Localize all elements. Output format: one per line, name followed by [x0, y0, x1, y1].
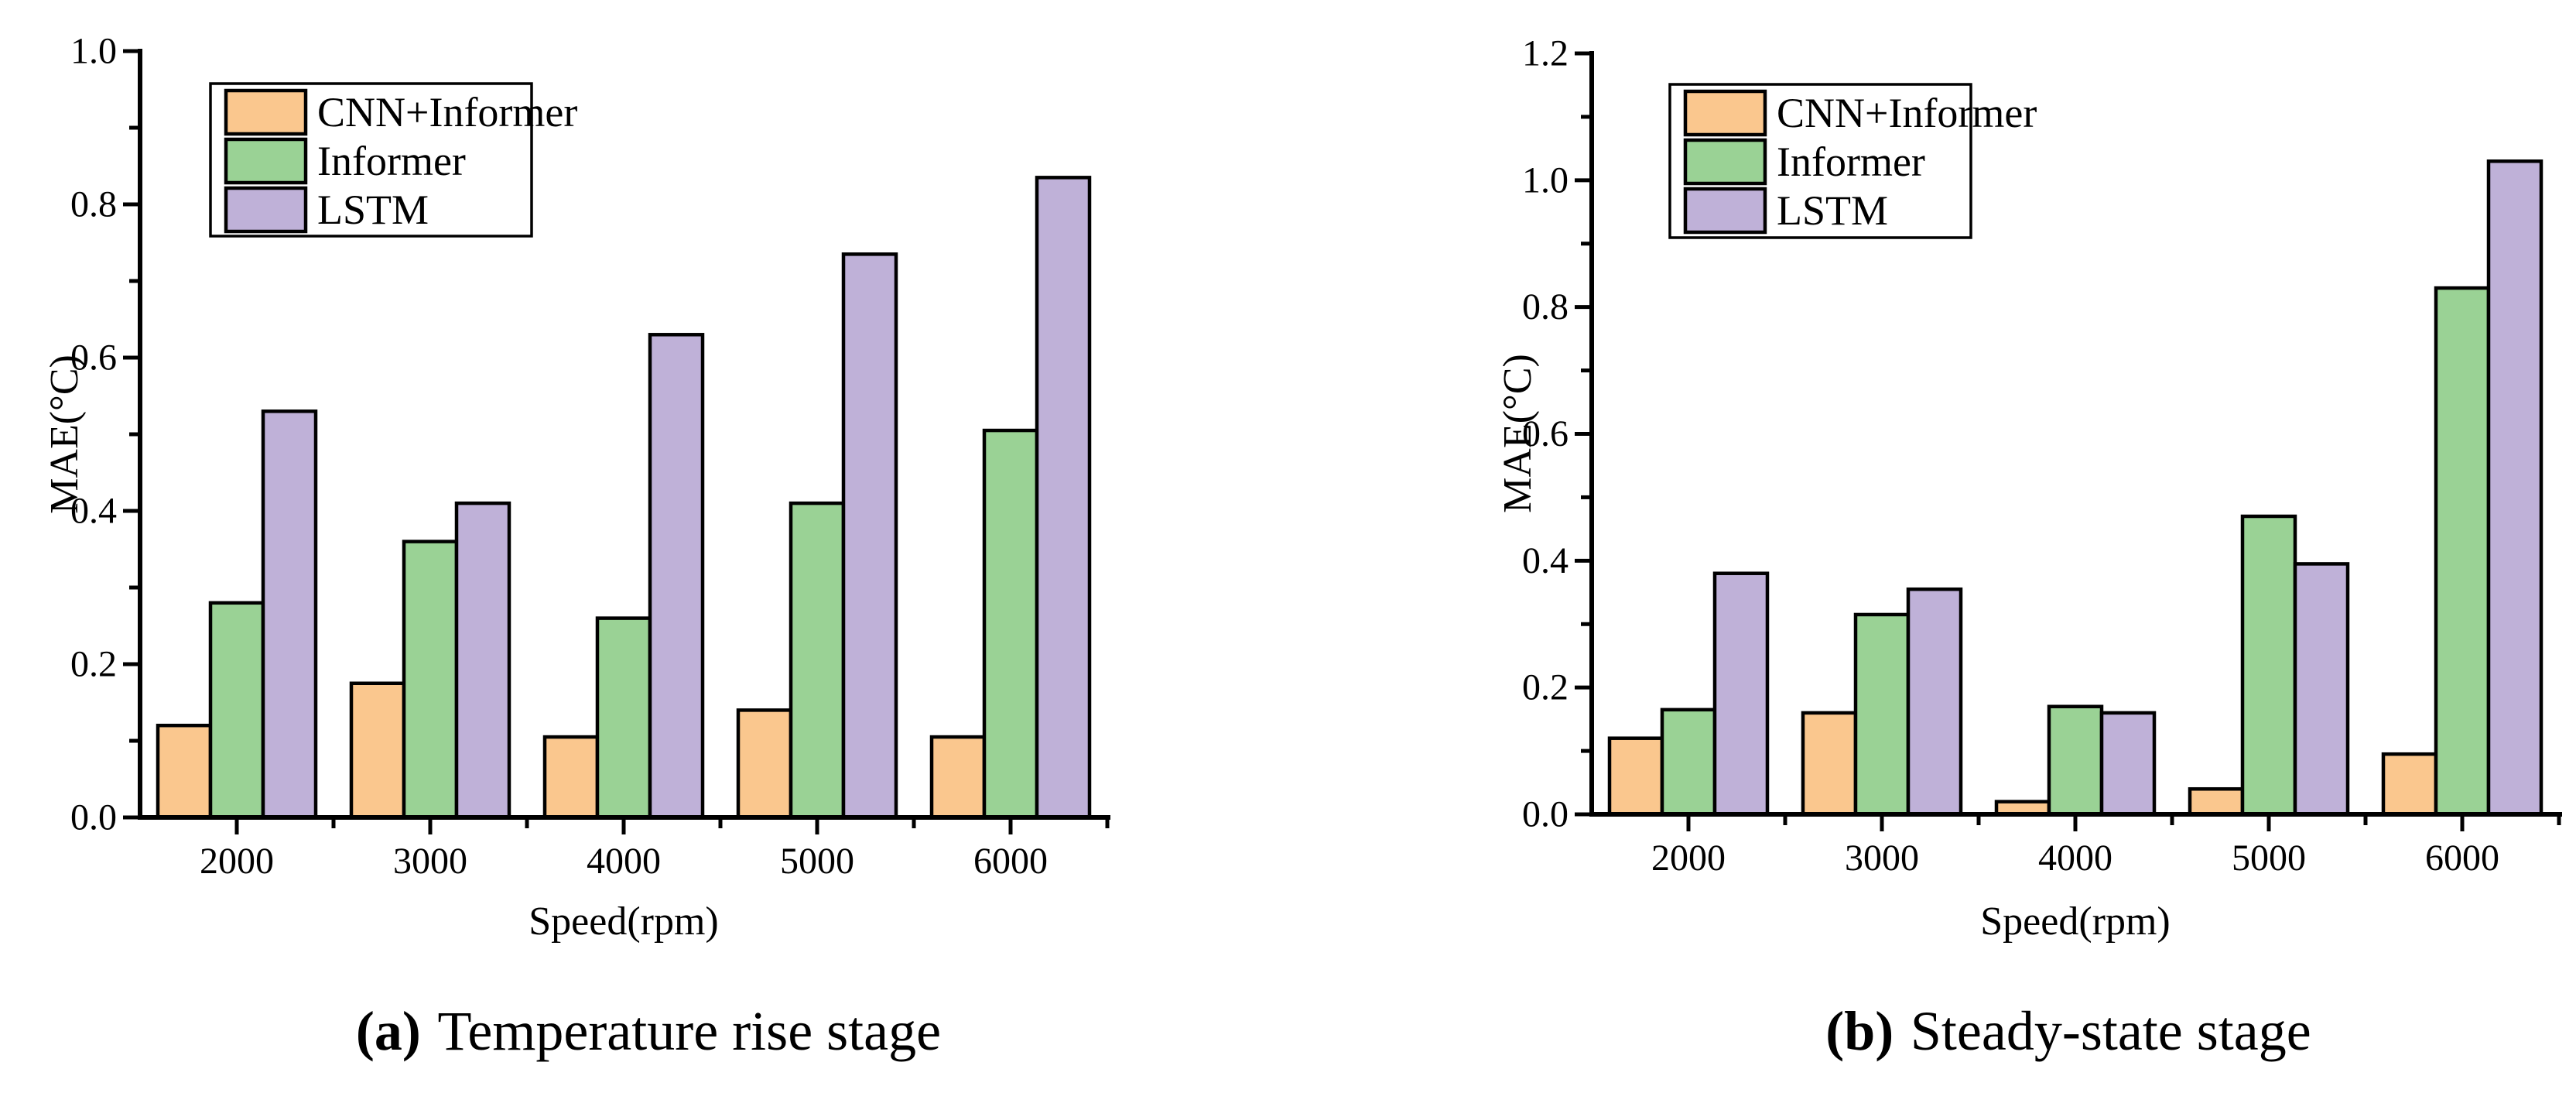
bar-a-cnn-informer-5000: [736, 708, 793, 820]
bar-b-informer-6000: [2434, 286, 2491, 817]
bar-a-informer-5000: [789, 501, 846, 820]
caption-a-panel-label: (a): [355, 1000, 421, 1062]
x-tick-label-b: 5000: [2232, 838, 2306, 879]
y-tick-label-a: 0.6: [70, 337, 117, 379]
caption-a-title: Temperature rise stage: [437, 1000, 942, 1062]
bar-b-cnn-informer-6000: [2381, 752, 2438, 817]
legend-swatch-a-cnn-informer: [224, 88, 308, 136]
bar-a-informer-6000: [982, 428, 1039, 820]
caption-panel-a: (a) Temperature rise stage: [356, 1003, 941, 1059]
caption-panel-b: (b) Steady-state stage: [1825, 1003, 2311, 1059]
x-tick-label-b: 6000: [2425, 838, 2499, 879]
legend-label-b-lstm: LSTM: [1777, 187, 1888, 234]
caption-b-title: Steady-state stage: [1910, 1000, 2311, 1062]
y-tick-label-a: 1.0: [70, 31, 117, 72]
caption-b-panel-label: (b): [1825, 1000, 1894, 1062]
legend-swatch-b-informer: [1683, 138, 1767, 186]
x-tick-label-b: 4000: [2038, 838, 2112, 879]
bar-a-lstm-5000: [841, 252, 898, 820]
legend-label-a-cnn-informer: CNN+Informer: [317, 89, 577, 135]
bar-b-informer-4000: [2047, 704, 2104, 817]
bar-a-cnn-informer-3000: [349, 681, 406, 820]
bar-a-lstm-2000: [261, 409, 318, 820]
y-tick-label-b: 0.6: [1522, 413, 1569, 454]
bar-b-informer-3000: [1853, 612, 1911, 817]
bar-a-lstm-6000: [1035, 176, 1092, 820]
bar-a-lstm-3000: [454, 501, 511, 820]
legend-label-b-informer: Informer: [1777, 139, 1925, 185]
y-tick-label-a: 0.8: [70, 184, 117, 225]
bar-a-cnn-informer-6000: [929, 735, 987, 820]
bar-b-lstm-6000: [2486, 159, 2544, 817]
x-tick-label-a: 6000: [973, 841, 1048, 882]
bar-b-informer-5000: [2240, 514, 2297, 817]
x-axis-title-a: Speed(rpm): [529, 899, 718, 944]
y-tick-label-a: 0.4: [70, 491, 117, 532]
x-tick-label-a: 4000: [587, 841, 661, 882]
bar-b-lstm-5000: [2293, 562, 2350, 817]
x-tick-label-b: 2000: [1651, 838, 1726, 879]
y-tick-label-b: 0.0: [1522, 794, 1569, 835]
y-axis-title-a: MAE(°C): [43, 355, 87, 514]
bar-b-lstm-3000: [1906, 587, 1963, 817]
legend-swatch-a-lstm: [224, 186, 308, 234]
y-tick-label-a: 0.2: [70, 644, 117, 685]
x-tick-label-a: 5000: [780, 841, 854, 882]
y-tick-label-b: 1.2: [1522, 33, 1569, 74]
y-tick-label-a: 0.0: [70, 797, 117, 838]
bar-a-cnn-informer-2000: [156, 723, 213, 820]
y-axis-title-b: MAE(°C): [1496, 354, 1540, 513]
legend-label-a-informer: Informer: [317, 138, 466, 184]
bar-a-informer-2000: [208, 601, 265, 820]
legend-label-a-lstm: LSTM: [317, 187, 429, 233]
bar-a-cnn-informer-4000: [542, 735, 600, 820]
bar-b-lstm-4000: [2099, 711, 2157, 817]
y-tick-label-b: 1.0: [1522, 159, 1569, 200]
x-tick-label-a: 2000: [200, 841, 274, 882]
bar-a-lstm-4000: [648, 333, 705, 820]
bar-b-lstm-2000: [1712, 571, 1770, 817]
bar-b-cnn-informer-2000: [1607, 736, 1664, 817]
bar-b-cnn-informer-5000: [2188, 786, 2245, 817]
x-tick-label-a: 3000: [393, 841, 467, 882]
y-tick-label-b: 0.8: [1522, 286, 1569, 327]
bar-b-cnn-informer-3000: [1801, 711, 1858, 817]
legend-swatch-b-lstm: [1683, 187, 1767, 235]
bar-a-informer-4000: [595, 616, 652, 820]
bar-b-informer-2000: [1660, 708, 1717, 817]
legend-swatch-a-informer: [224, 137, 308, 185]
legend-swatch-b-cnn-informer: [1683, 89, 1767, 137]
legend-label-b-cnn-informer: CNN+Informer: [1777, 90, 2037, 136]
y-tick-label-b: 0.2: [1522, 667, 1569, 708]
x-tick-label-b: 3000: [1845, 838, 1919, 879]
y-tick-label-b: 0.4: [1522, 540, 1569, 581]
x-axis-title-b: Speed(rpm): [1980, 899, 2170, 944]
bar-a-informer-3000: [402, 540, 459, 820]
